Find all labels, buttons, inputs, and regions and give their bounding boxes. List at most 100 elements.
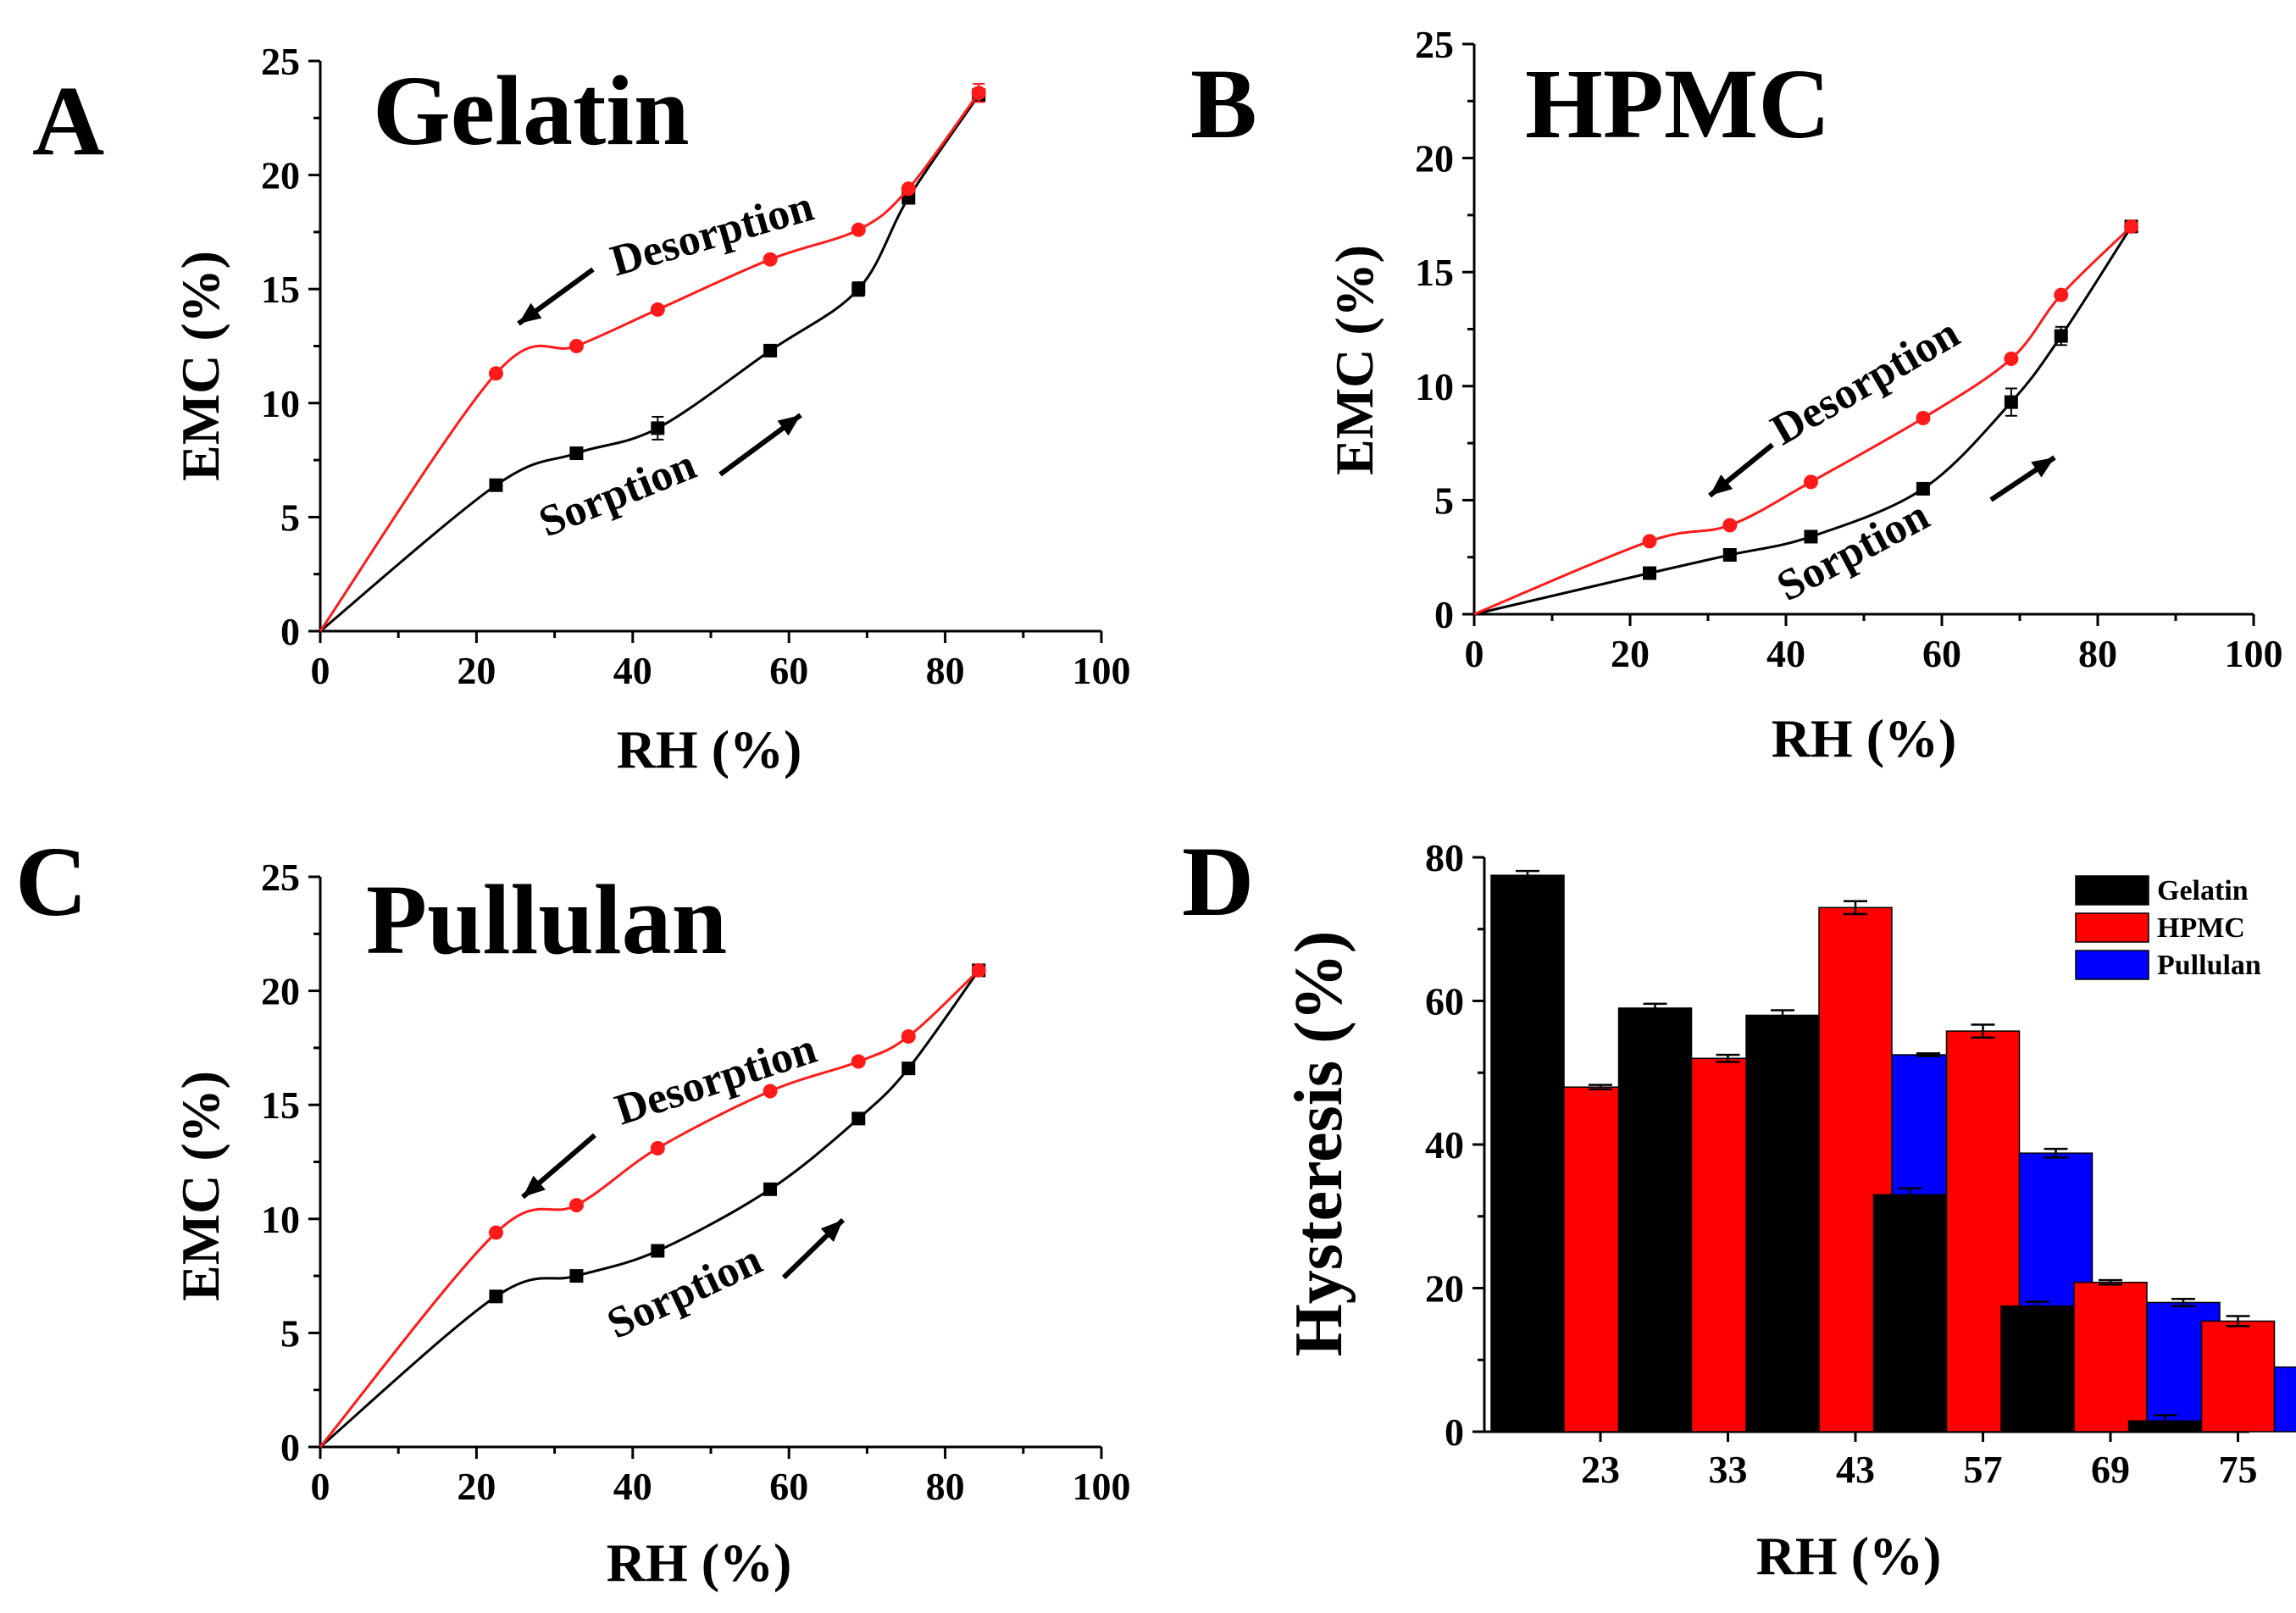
panel-d-x-tick-label: 69 [2091, 1448, 2130, 1491]
panel-b-desorption-arrow-head [1710, 474, 1733, 496]
panel-a-x-tick-label: 40 [613, 649, 652, 692]
panel-a-sorption-arrow-head [777, 415, 801, 436]
panel-b-x-tick-label: 60 [1922, 632, 1961, 675]
panel-a-desorption-point [971, 86, 986, 101]
panel-c-y-tick-label: 5 [280, 1311, 300, 1355]
panel-d-bar-gelatin [1872, 1194, 1948, 1433]
panel-c-desorption-point [851, 1054, 866, 1069]
panel-a-desorption-label: Desorption [606, 182, 819, 285]
panel-c-desorption-curve [319, 969, 980, 1448]
panel-a-title: Gelatin [373, 55, 690, 166]
panel-b-sorption-label: Sorption [1769, 491, 1937, 611]
panel-c-sorption-point [763, 1182, 778, 1196]
panel-c-sorption-point [901, 1061, 916, 1076]
panel-a-y-tick-label: 5 [280, 496, 300, 539]
legend-swatch-gelatin [2075, 875, 2149, 906]
panel-d-legend: Gelatin HPMC Pullulan [2075, 875, 2261, 981]
panel-a-desorption-point [488, 366, 503, 381]
legend-label-hpmc: HPMC [2157, 912, 2245, 944]
panel-a-x-tick-label: 20 [457, 649, 496, 692]
panel-b-x-tick-label: 80 [2078, 632, 2117, 675]
panel-b-sorption-point [1722, 548, 1737, 563]
panel-d-bar-hpmc [2073, 1281, 2148, 1433]
panel-a-x-tick-label: 0 [311, 649, 330, 692]
panel-b-y-tick-label: 15 [1415, 251, 1454, 294]
panel-b-y-tick-label: 10 [1415, 365, 1454, 408]
panel-b-x-axis-title: RH (%) [1772, 708, 1957, 768]
panel-a-y-tick-label: 15 [261, 268, 300, 311]
panel-a-desorption-point [568, 339, 584, 353]
panel-c-x-tick-label: 40 [613, 1465, 652, 1508]
panel-a-x-axis-title: RH (%) [617, 719, 802, 779]
panel-d-bar-pullulan [2273, 1366, 2296, 1433]
panel-c-x-tick-label: 60 [769, 1465, 808, 1508]
panel-c: C Pullulan 0 20 40 60 80 100 0 5 10 15 20 25 RH (%)… [15, 826, 1131, 1593]
panel-a-desorption-curve [319, 91, 980, 632]
panel-c-y-tick-label: 20 [261, 970, 300, 1013]
panel-b-y-axis-title: EMC (%) [1324, 245, 1384, 475]
panel-a-desorption-arrow-head [519, 302, 542, 324]
panel-c-sorption-point [489, 1289, 503, 1304]
panel-d-y-tick-label: 20 [1425, 1267, 1464, 1311]
panel-b-desorption-point [1803, 474, 1818, 490]
panel-d-y-axis-title: Hysteresis (%) [1282, 931, 1356, 1357]
panel-c-sorption-label: Sorption [600, 1235, 769, 1349]
panel-d-x-tick-label: 43 [1836, 1448, 1875, 1491]
panel-b-y-tick-label: 25 [1415, 23, 1454, 66]
panel-d-bar-gelatin [1617, 1007, 1693, 1433]
panel-d-bar-hpmc [2200, 1320, 2276, 1433]
panel-c-y-tick-label: 15 [261, 1084, 300, 1127]
panel-d-bar-gelatin [2000, 1305, 2075, 1433]
panel-d-x-tick-label: 75 [2219, 1448, 2258, 1491]
panel-a-x-tick-label: 100 [1073, 649, 1131, 692]
panel-a-sorption-point [763, 343, 778, 358]
legend-label-gelatin: Gelatin [2157, 875, 2249, 906]
panel-b-desorption-point [2004, 351, 2019, 366]
panel-a-desorption-point [851, 222, 866, 237]
panel-d-x-tick-label: 57 [1964, 1448, 2003, 1491]
panel-b-sorption-point [2054, 329, 2068, 343]
panel-b-y-tick-label: 20 [1415, 137, 1454, 180]
panel-b-desorption-point [2054, 287, 2069, 302]
panel-b-sorption-point [1643, 566, 1656, 580]
panel-c-desorption-point [650, 1140, 665, 1156]
panel-a-y-tick-label: 20 [261, 154, 300, 197]
panel-b-sorption-point [1916, 481, 1930, 496]
panel-b-sorption-arrow-head [2031, 457, 2055, 478]
panel-b-x-tick-label: 40 [1766, 632, 1805, 675]
panel-c-sorption-arrow-head [820, 1220, 843, 1243]
panel-a-desorption-point [650, 302, 665, 317]
panel-d-x-tick-label: 23 [1581, 1448, 1620, 1491]
panel-a-sorption-point [569, 446, 584, 461]
panel-b-desorption-point [1642, 534, 1657, 549]
panel-c-desorption-point [568, 1198, 584, 1213]
panel-a-y-tick-label: 10 [261, 382, 300, 425]
panel-c-desorption-point [971, 962, 986, 978]
panel-a-y-tick-label: 0 [280, 610, 300, 653]
panel-letter-c: C [15, 826, 87, 937]
panel-c-y-tick-label: 25 [261, 856, 300, 899]
panel-a-y-tick-label: 25 [261, 40, 300, 83]
panel-c-x-tick-label: 100 [1073, 1465, 1131, 1508]
panel-d-x-tick-label: 33 [1709, 1448, 1748, 1491]
panel-c-desorption-point [488, 1225, 503, 1240]
panel-a-y-axis-title: EMC (%) [170, 251, 230, 481]
panel-b-desorption-label: Desorption [1763, 309, 1967, 455]
panel-letter-a: A [32, 65, 104, 176]
panel-c-x-tick-label: 20 [457, 1465, 496, 1508]
panel-a-sorption-label: Sorption [532, 441, 702, 546]
panel-b-desorption-point [2124, 219, 2139, 234]
panel-c-sorption-point [569, 1269, 584, 1283]
panel-c-y-axis-title: EMC (%) [170, 1071, 230, 1301]
panel-d-y-tick-label: 40 [1425, 1123, 1464, 1167]
panel-c-y-tick-label: 0 [280, 1426, 300, 1469]
panel-letter-b: B [1190, 48, 1257, 159]
panel-a-sorption-curve [319, 94, 980, 633]
legend-swatch-pullulan [2075, 950, 2149, 980]
legend-swatch-hpmc [2075, 912, 2149, 943]
panel-a-desorption-point [763, 252, 778, 267]
panel-b: B HPMC 0 20 40 60 80 100 0 5 10 15 20 25 RH (%) EMC… [1190, 23, 2283, 768]
panel-d-x-axis-title: RH (%) [1756, 1526, 1942, 1586]
